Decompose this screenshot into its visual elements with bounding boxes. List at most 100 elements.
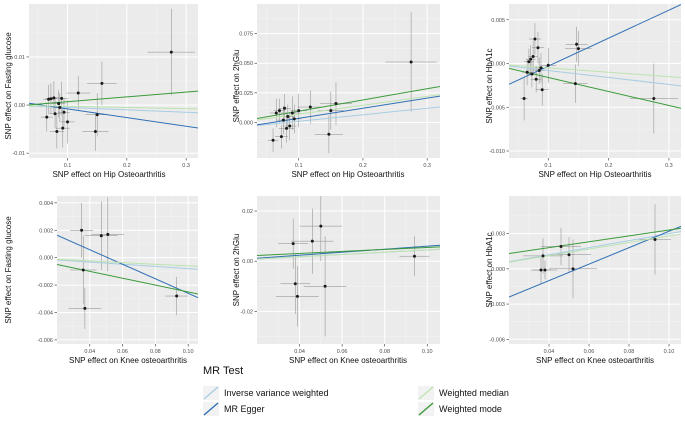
snp-point xyxy=(539,66,543,70)
regression-line-ivw xyxy=(257,106,440,127)
plot-data xyxy=(509,4,681,134)
panel-3: 0.1 0.2 0.3 -0.010 -0.005 0.000 0.005 SNP effec… xyxy=(485,4,681,179)
snp-point xyxy=(529,57,533,61)
snp-point xyxy=(536,46,540,50)
snp-point xyxy=(95,113,99,117)
regression-line-egger xyxy=(29,102,198,129)
snp-point xyxy=(310,239,314,243)
y-axis-title: SNP effect on 2hGlu xyxy=(232,234,241,307)
y-axis-title: SNP effect on Fasting glucose xyxy=(4,32,13,140)
snp-point xyxy=(652,97,656,100)
legend-swatch-wmedian xyxy=(418,386,434,400)
plot-data xyxy=(57,197,198,329)
y-tick-label: 0.005 xyxy=(491,18,505,24)
snp-point xyxy=(576,47,580,51)
snp-point xyxy=(286,115,290,119)
regression-line-wmode xyxy=(29,90,198,106)
y-tick-label: 0.025 xyxy=(239,91,253,97)
snp-point xyxy=(543,268,547,272)
regression-line-wmedian xyxy=(257,248,440,260)
x-tick-label: 0.1 xyxy=(64,163,72,169)
legend-title: MR Test xyxy=(203,365,243,377)
y-tick-label: 0.02 xyxy=(242,209,253,215)
x-tick-label: 0.06 xyxy=(584,349,595,355)
y-axis-title: SNP effect on 2hGlu xyxy=(232,50,241,123)
panel-4: 0.04 0.06 0.08 0.10 -0.006 -0.004 -0.002 0.000 0… xyxy=(4,196,198,365)
y-tick-label: -0.003 xyxy=(489,302,505,308)
snp-point xyxy=(297,109,301,113)
snp-point xyxy=(546,63,550,67)
panel-6: 0.04 0.06 0.08 0.10-0.006-0.0030.0000.003SN… xyxy=(485,196,681,365)
legend-label-wmode: Weighted mode xyxy=(439,404,502,414)
x-tick-label: 0.08 xyxy=(624,349,635,355)
x-tick-label: 0.3 xyxy=(182,163,190,169)
snp-point xyxy=(100,81,104,85)
regression-line-ivw xyxy=(57,259,198,270)
x-axis-title: SNP effect on Knee osteoarthritis xyxy=(289,356,407,365)
snp-point xyxy=(62,110,66,114)
snp-point xyxy=(53,112,57,116)
x-axis-title: SNP effect on Hip Osteoarthritis xyxy=(538,170,651,179)
y-tick-label: 0.000 xyxy=(491,267,505,273)
snp-point xyxy=(559,245,563,249)
snp-point xyxy=(283,106,287,110)
y-tick-label: 0.00 xyxy=(242,259,253,265)
x-tick-label: 0.10 xyxy=(422,349,433,355)
regression-line-egger xyxy=(509,4,681,85)
snp-point xyxy=(571,267,575,271)
snp-point xyxy=(290,111,294,115)
x-tick-label: 0.04 xyxy=(544,349,555,355)
y-axis-title: SNP effect on HbA1c xyxy=(485,48,494,123)
snp-point xyxy=(327,132,331,136)
snp-point xyxy=(169,50,173,54)
y-tick-label: -0.02 xyxy=(240,309,253,315)
plot-data xyxy=(509,204,681,299)
y-tick-label: 0.01 xyxy=(14,55,25,61)
y-tick-label: -0.005 xyxy=(489,105,505,111)
snp-point xyxy=(409,60,413,64)
snp-point xyxy=(522,97,526,100)
mr-scatter-panels: 0.1 0.2 0.3 -0.01 0.00 0.01 SNP effect on Hip … xyxy=(4,4,681,365)
snp-point xyxy=(106,232,110,236)
regression-line-egger xyxy=(257,244,440,259)
legend-label-ivw: Inverse variance weighted xyxy=(224,388,329,398)
snp-point xyxy=(412,254,416,258)
y-axis-title: SNP effect on Fasting glucose xyxy=(4,216,13,324)
legend-swatch-ivw xyxy=(203,386,219,400)
legend-entry-wmedian: Weighted median xyxy=(418,386,509,400)
regression-line-wmedian xyxy=(509,233,681,263)
regression-line-wmedian xyxy=(29,104,198,110)
regression-line-wmode xyxy=(257,85,440,120)
plot-background xyxy=(509,4,681,158)
x-tick-label: 0.2 xyxy=(605,163,613,169)
y-axis-title: SNP effect on HbA1c xyxy=(485,232,494,307)
snp-point xyxy=(292,117,296,121)
y-tick-label: -0.002 xyxy=(37,283,53,289)
snp-point xyxy=(55,130,59,134)
y-tick-label: -0.006 xyxy=(489,337,505,343)
snp-point xyxy=(285,126,289,130)
plot-data xyxy=(257,12,440,154)
snp-point xyxy=(573,82,577,86)
y-tick-label: 0.075 xyxy=(239,32,253,38)
snp-point xyxy=(323,284,327,288)
panel-5: 0.04 0.06 0.08 0.10 -0.02 0.00 0.02 SNP effect … xyxy=(232,196,440,365)
x-tick-label: 0.08 xyxy=(150,349,161,355)
snp-point xyxy=(277,109,281,113)
x-tick-label: 0.08 xyxy=(379,349,390,355)
legend-entry-wmode: Weighted mode xyxy=(418,402,502,416)
regression-line-wmode xyxy=(509,227,681,255)
legend: MR Test Inverse variance weighted MR Egg… xyxy=(203,365,509,416)
regression-line-wmode xyxy=(257,246,440,256)
y-tick-label: 0.000 xyxy=(239,120,253,126)
snp-point xyxy=(537,69,541,72)
snp-point xyxy=(539,268,543,272)
snp-point xyxy=(66,120,70,124)
snp-point xyxy=(57,102,61,106)
snp-point xyxy=(274,111,278,115)
regression-line-egger xyxy=(257,95,440,126)
panel-2: 0.1 0.2 0.3 0.000 0.025 0.050 0.075 SNP effect … xyxy=(232,4,440,179)
snp-point xyxy=(93,130,97,134)
regression-line-ivw xyxy=(509,230,681,263)
x-tick-label: 0.04 xyxy=(84,349,95,355)
